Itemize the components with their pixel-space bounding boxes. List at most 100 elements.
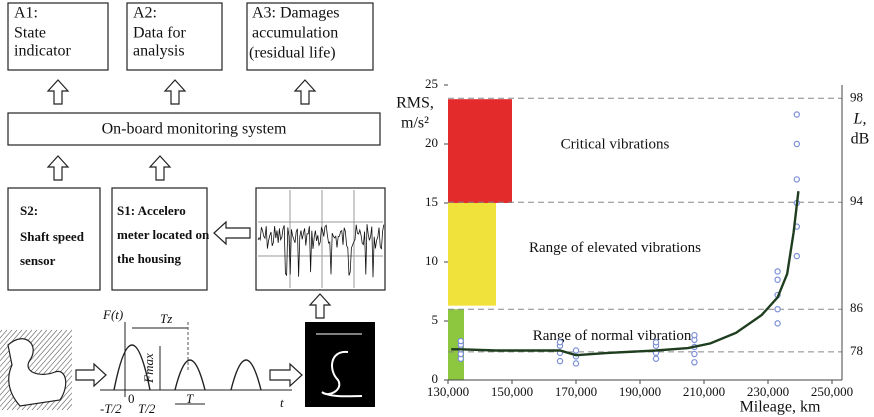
- measurement: [793, 176, 801, 183]
- a1-line: State: [14, 25, 46, 42]
- system-label: On-board monitoring system: [102, 121, 287, 138]
- measurement: [793, 111, 801, 118]
- arrow: [269, 362, 303, 388]
- s1-box: [111, 187, 208, 291]
- s2-box: [7, 187, 101, 291]
- measurement: [691, 359, 698, 366]
- pulse-diagram: F(t) Tz Fmax 0 t T -T/2 T/2: [100, 307, 292, 416]
- pulse-origin: 0: [128, 391, 135, 406]
- x-tick-label: 210,000: [683, 384, 725, 399]
- y-tick-label: 25: [425, 76, 438, 91]
- x-tick-label: 130,000: [427, 384, 469, 399]
- zone: [448, 309, 464, 380]
- x-axis-label: Mileage, km: [740, 399, 821, 416]
- fractal-glyph: [321, 350, 363, 398]
- arrow: [75, 362, 107, 388]
- measurement: [691, 350, 698, 358]
- a1-box: [7, 2, 109, 71]
- x-tick-label: 150,000: [491, 384, 533, 399]
- s1-line: the housing: [117, 251, 181, 266]
- arrow: [46, 79, 70, 105]
- arrow: [213, 220, 251, 246]
- measurement: [691, 331, 698, 339]
- zone: [448, 203, 496, 306]
- a2-line: Data for: [133, 25, 187, 42]
- measurement: [774, 276, 781, 283]
- measurement: [774, 268, 781, 275]
- x-tick-label: 190,000: [619, 384, 661, 399]
- hatch-line: [0, 329, 8, 339]
- pulse-f-axis: F(t): [102, 307, 123, 322]
- y2-tick-label: 98: [850, 89, 863, 104]
- pulse-width: T: [186, 391, 194, 406]
- trend-line: [451, 191, 800, 357]
- arrow: [293, 79, 317, 105]
- arrows: [46, 79, 332, 388]
- zone-label: Critical vibrations: [561, 137, 670, 153]
- a3-line: (residual life): [249, 45, 336, 62]
- measurement: [652, 339, 660, 346]
- a3-box: [246, 2, 374, 71]
- pulse-wave: [113, 344, 262, 391]
- arrow: [308, 293, 332, 319]
- measurement: [457, 337, 464, 345]
- system-box: [7, 112, 381, 146]
- x-tick-label: 170,000: [555, 384, 597, 399]
- measurement: [572, 347, 580, 354]
- hatch-line: [0, 329, 18, 350]
- pulse-t-axis: t: [280, 395, 284, 410]
- measurement: [652, 355, 660, 362]
- y-tick-label: 10: [425, 253, 438, 268]
- rail-outline: [7, 338, 67, 407]
- measurement: [556, 357, 564, 365]
- x-tick-label: 230,000: [747, 384, 789, 399]
- pulse-half: T/2: [138, 401, 156, 416]
- y-axis-label: m/s²: [401, 115, 429, 132]
- a1-code: A1:: [14, 5, 38, 22]
- measurement: [793, 140, 801, 148]
- y-axis-label: RMS,: [396, 95, 434, 112]
- y-tick-label: 0: [432, 371, 439, 386]
- rail-sketch: [0, 300, 172, 417]
- fractal-icon: [305, 322, 375, 407]
- diagram: A1: State indicator A2: Data for analysi…: [0, 2, 386, 417]
- y-tick-label: 15: [425, 194, 438, 209]
- y2-axis-label: L,: [853, 111, 867, 128]
- a2-line: analysis: [133, 43, 185, 60]
- a2-code: A2:: [133, 5, 157, 22]
- a3-code: A3: Damages: [252, 5, 340, 22]
- a3-line: accumulation: [252, 25, 338, 42]
- hatch-line: [0, 329, 13, 345]
- y-tick-label: 5: [432, 312, 439, 327]
- hatch-line: [0, 329, 68, 408]
- zone-label: Range of elevated vibrations: [529, 240, 701, 256]
- s2-line: Shaft speed: [20, 229, 85, 244]
- chart: RMS, m/s² L, dB Mileage, km Critical vib…: [396, 76, 869, 416]
- a2-box: [126, 2, 223, 71]
- measurement: [774, 320, 781, 327]
- signal-trace: [257, 224, 385, 278]
- y2-axis-label: dB: [851, 131, 870, 148]
- zone: [448, 99, 512, 203]
- s1-code: S1: Accelero: [117, 203, 186, 218]
- arrow: [148, 155, 172, 181]
- measurement: [556, 339, 564, 346]
- pulse-minus-half: -T/2: [100, 401, 122, 416]
- y2-tick-label: 94: [850, 193, 864, 208]
- x-tick-label: 250,000: [811, 384, 853, 399]
- a1-line: indicator: [14, 43, 72, 60]
- pulse-amplitude: Fmax: [141, 353, 156, 384]
- s2-line: sensor: [20, 253, 56, 268]
- y-tick-label: 20: [425, 135, 438, 150]
- signal-plot: [257, 190, 385, 288]
- s2-code: S2:: [20, 203, 38, 218]
- s1-line: meter located on: [117, 227, 210, 242]
- y2-tick-label: 86: [850, 300, 864, 315]
- measurement: [572, 360, 580, 367]
- y2-tick-label: 78: [850, 343, 863, 358]
- pulse-period: Tz: [160, 311, 172, 326]
- measurement: [774, 306, 781, 313]
- measurement: [793, 252, 801, 260]
- arrow: [163, 79, 187, 105]
